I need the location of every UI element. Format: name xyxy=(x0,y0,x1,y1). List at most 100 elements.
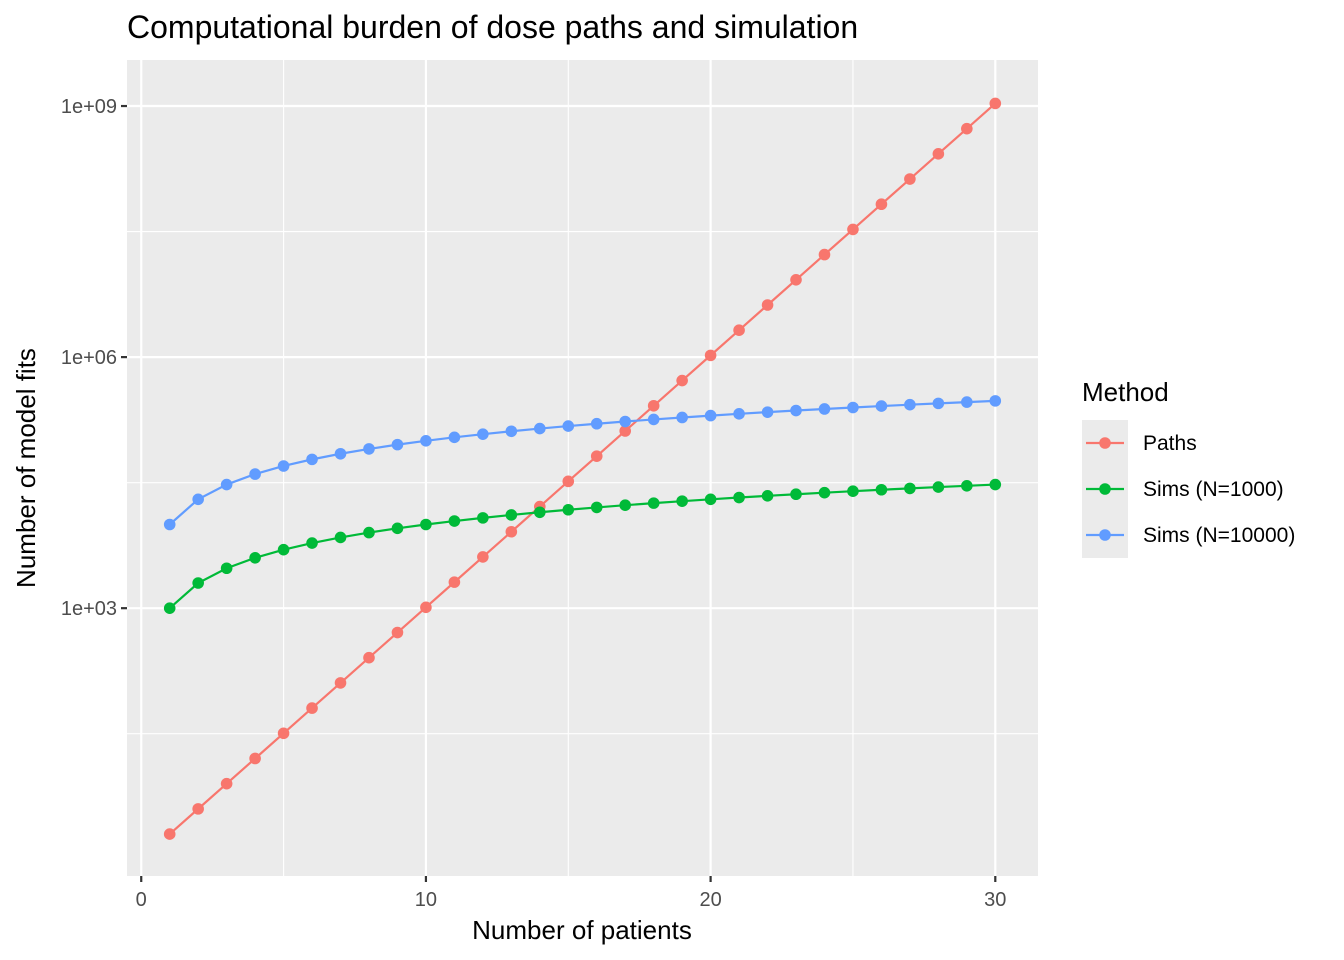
data-point xyxy=(420,601,432,614)
x-tick-label: 10 xyxy=(415,889,437,911)
x-tick-label: 30 xyxy=(984,889,1006,911)
data-point xyxy=(192,493,204,506)
y-tick-label: 1e+09 xyxy=(61,96,117,118)
data-point xyxy=(790,404,802,417)
data-point xyxy=(904,173,916,185)
data-point xyxy=(505,525,518,538)
legend-key-point xyxy=(1099,529,1111,541)
major-gridlines xyxy=(127,60,1038,876)
data-point xyxy=(647,497,660,509)
data-point xyxy=(249,752,261,765)
data-point xyxy=(961,122,973,135)
data-point xyxy=(477,512,489,524)
legend-label: Paths xyxy=(1143,432,1197,455)
data-point xyxy=(220,562,233,575)
data-point xyxy=(733,408,745,420)
data-point xyxy=(277,727,290,740)
data-point xyxy=(163,828,176,840)
data-point xyxy=(676,374,688,387)
data-point xyxy=(363,526,375,539)
series-line xyxy=(168,102,997,835)
data-point xyxy=(904,398,916,411)
data-point xyxy=(619,415,632,428)
data-point xyxy=(363,443,375,455)
data-point xyxy=(932,397,945,410)
data-point xyxy=(448,431,461,444)
data-point xyxy=(761,406,774,418)
y-axis-label: Number of model fits xyxy=(11,348,41,588)
data-point xyxy=(334,447,347,460)
x-axis: 0 10 20 30 xyxy=(136,876,1006,911)
data-point xyxy=(647,399,660,412)
data-point xyxy=(619,425,632,437)
data-point xyxy=(761,299,774,311)
y-tick-label: 1e+03 xyxy=(61,598,117,620)
data-point xyxy=(277,460,290,472)
data-point xyxy=(391,626,404,639)
data-point xyxy=(790,274,802,286)
y-tick-label: 1e+06 xyxy=(61,347,117,369)
data-point xyxy=(163,602,176,614)
data-point xyxy=(676,411,688,424)
data-point xyxy=(733,491,745,504)
data-point xyxy=(647,413,660,426)
legend-key-point xyxy=(1099,483,1111,495)
data-point xyxy=(961,479,973,492)
data-point xyxy=(932,481,945,493)
data-point xyxy=(590,417,603,430)
x-axis-label: Number of patients xyxy=(472,915,692,945)
data-point xyxy=(989,395,1002,407)
data-point xyxy=(847,223,859,236)
data-point xyxy=(505,425,518,438)
legend-items: Paths Sims (N=1000) Sims (N=10000) xyxy=(1082,420,1295,558)
data-point xyxy=(533,422,546,435)
data-point xyxy=(932,148,945,160)
data-point xyxy=(391,438,404,451)
data-point xyxy=(590,501,603,514)
data-point xyxy=(505,509,518,521)
data-point xyxy=(790,488,802,501)
data-point xyxy=(847,401,859,414)
data-point xyxy=(477,551,489,563)
legend-key-point xyxy=(1099,437,1111,449)
data-point xyxy=(562,503,575,516)
data-point xyxy=(590,450,603,462)
data-point xyxy=(306,537,318,549)
data-point xyxy=(818,403,831,415)
chart-title: Computational burden of dose paths and s… xyxy=(127,9,858,45)
legend-item: Paths xyxy=(1082,420,1197,466)
data-point xyxy=(420,518,432,531)
x-tick-label: 20 xyxy=(699,889,721,911)
data-point xyxy=(192,577,204,589)
data-point xyxy=(334,677,347,689)
legend-item: Sims (N=10000) xyxy=(1082,512,1295,558)
data-point xyxy=(334,531,347,544)
data-point xyxy=(733,324,745,336)
data-point xyxy=(163,518,176,531)
data-point xyxy=(562,420,575,432)
data-point xyxy=(818,248,831,261)
data-point xyxy=(961,396,973,408)
data-point xyxy=(306,702,318,714)
data-point xyxy=(989,97,1002,110)
data-point xyxy=(448,576,461,588)
x-tick-label: 0 xyxy=(136,889,147,911)
data-point xyxy=(192,803,204,815)
legend-label: Sims (N=10000) xyxy=(1143,524,1295,547)
data-point xyxy=(847,485,859,497)
data-point xyxy=(448,515,461,527)
data-point xyxy=(306,453,318,466)
series-layer xyxy=(163,97,1002,840)
data-point xyxy=(704,409,717,422)
legend-label: Sims (N=1000) xyxy=(1143,478,1284,501)
data-point xyxy=(875,198,888,211)
data-point xyxy=(989,478,1002,491)
data-point xyxy=(249,551,261,564)
data-point xyxy=(562,475,575,488)
data-point xyxy=(761,490,774,502)
data-point xyxy=(818,486,831,499)
data-point xyxy=(420,435,432,447)
data-point xyxy=(249,468,261,480)
data-point xyxy=(477,428,489,440)
